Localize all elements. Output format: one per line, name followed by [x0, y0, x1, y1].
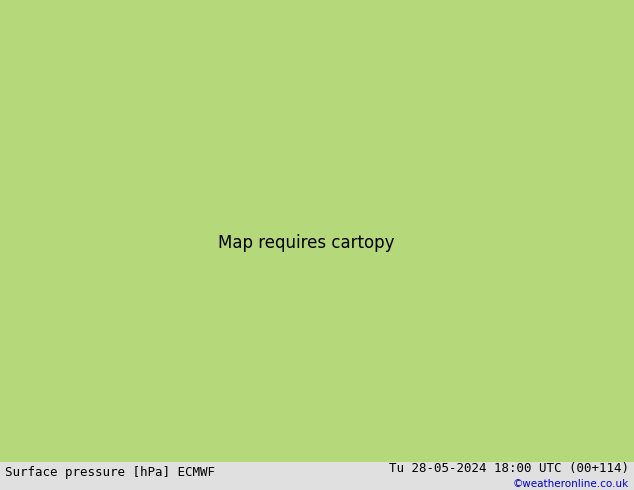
Text: Map requires cartopy: Map requires cartopy	[218, 234, 394, 252]
Text: ©weatheronline.co.uk: ©weatheronline.co.uk	[513, 479, 629, 490]
Text: Surface pressure [hPa] ECMWF: Surface pressure [hPa] ECMWF	[5, 466, 215, 479]
Text: Tu 28-05-2024 18:00 UTC (00+114): Tu 28-05-2024 18:00 UTC (00+114)	[389, 462, 629, 475]
